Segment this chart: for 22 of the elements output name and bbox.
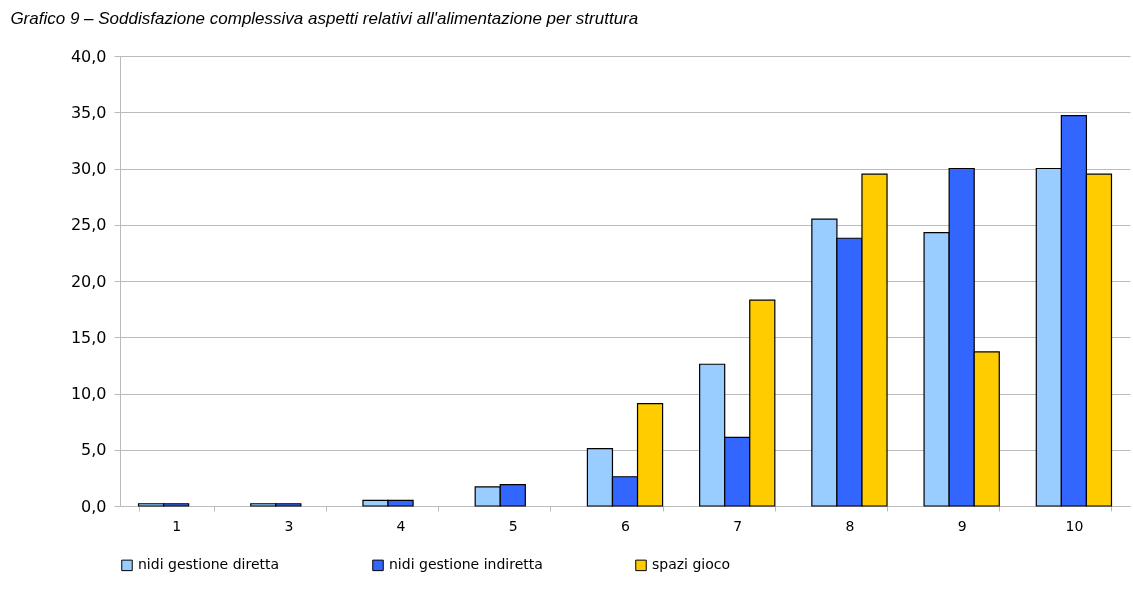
x-tick-label: 6 [621,517,631,534]
chart-title: Grafico 9 – Soddisfazione complessiva aspetti relativi all'alimentazione per struttura [10,9,639,28]
x-tick-label: 8 [845,517,855,534]
y-tick-label: 40,0 [70,46,107,66]
y-tick-label: 5,0 [81,440,107,460]
legend-label: nidi gestione indiretta [389,556,543,573]
x-tick-label: 7 [733,517,743,534]
y-tick-label: 30,0 [70,159,107,178]
y-tick-label: 0,0 [81,496,107,516]
y-tick-label: 25,0 [70,215,107,235]
x-tick-label: 4 [396,517,406,534]
x-tick-label: 3 [284,517,294,534]
legend-label: nidi gestione diretta [138,556,280,573]
x-tick-label: 5 [508,517,518,534]
x-tick-label: 10 [1065,517,1084,534]
y-tick-label: 10,0 [70,384,107,403]
y-tick-label: 15,0 [70,327,107,347]
legend-label: spazi gioco [652,556,731,573]
x-tick-label: 1 [172,517,182,534]
y-tick-label: 20,0 [70,271,107,291]
x-tick-label: 9 [957,517,967,534]
y-tick-label: 35,0 [70,102,107,122]
